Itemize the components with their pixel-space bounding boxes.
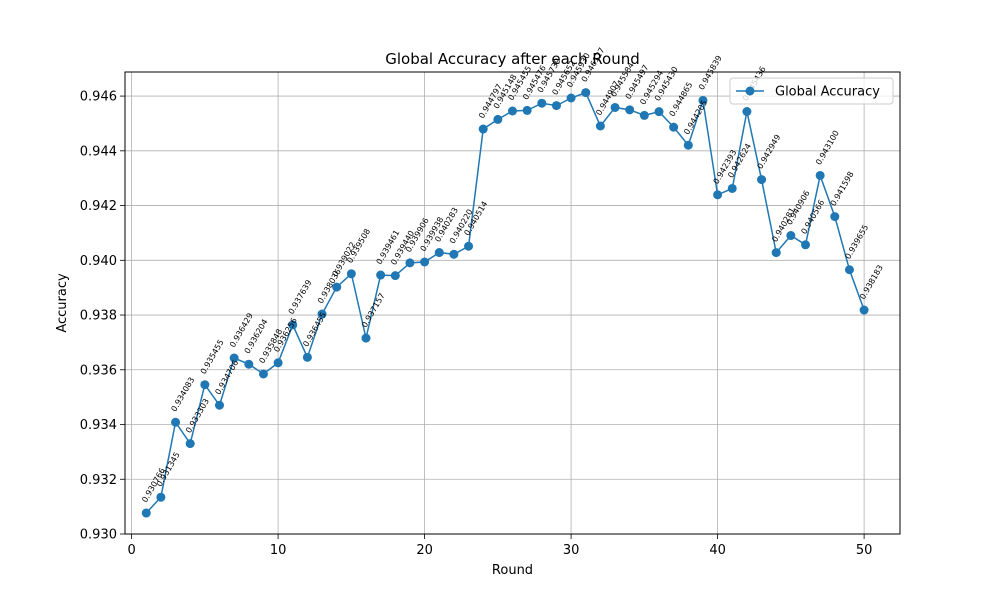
data-point <box>595 121 605 131</box>
data-point <box>200 380 210 390</box>
legend: Global Accuracy <box>729 77 894 105</box>
data-point <box>581 88 591 98</box>
y-tick-label: 0.942 <box>80 199 117 214</box>
y-tick-label: 0.930 <box>80 528 117 543</box>
data-point <box>771 248 781 258</box>
axis-ticks: 0 10 20 30 40 50 0.930 0.932 0.934 0.936 0.938 0.94… <box>80 90 873 558</box>
data-point <box>566 93 576 103</box>
y-tick-label: 0.934 <box>80 418 117 433</box>
x-tick-label: 50 <box>856 543 873 558</box>
y-tick-label: 0.940 <box>80 254 117 269</box>
data-point <box>258 369 268 379</box>
data-point <box>141 508 151 518</box>
data-point <box>801 240 811 250</box>
data-point <box>171 417 181 427</box>
y-tick-label: 0.944 <box>80 144 117 159</box>
data-point <box>742 107 752 117</box>
data-point <box>654 107 664 117</box>
data-point <box>610 102 620 112</box>
data-point <box>830 212 840 222</box>
data-point <box>317 309 327 319</box>
data-point <box>844 265 854 275</box>
data-point <box>346 269 356 279</box>
data-point <box>390 271 400 281</box>
data-point <box>478 124 488 134</box>
data-point <box>464 241 474 251</box>
data-point <box>449 249 459 259</box>
x-tick-label: 10 <box>270 543 287 558</box>
data-point <box>420 257 430 267</box>
data-point <box>786 231 796 241</box>
y-axis-label: Accuracy <box>55 273 70 333</box>
data-point <box>522 105 532 115</box>
plot-frame <box>124 71 901 535</box>
data-point <box>288 320 298 330</box>
x-tick-label: 30 <box>563 543 580 558</box>
data-point <box>551 101 561 111</box>
data-point <box>713 190 723 200</box>
data-point <box>537 98 547 108</box>
x-tick-label: 0 <box>127 543 135 558</box>
data-point <box>273 358 283 368</box>
legend-entry-label: Global Accuracy <box>775 85 880 100</box>
y-tick-label: 0.936 <box>80 363 117 378</box>
data-point <box>508 106 517 116</box>
data-points <box>141 88 869 518</box>
data-point <box>683 140 693 150</box>
data-point <box>376 270 386 280</box>
data-point <box>625 105 635 115</box>
chart-title: Global Accuracy after each Round <box>385 50 640 68</box>
data-point <box>727 183 737 193</box>
data-point <box>361 333 371 343</box>
legend-box <box>729 77 894 105</box>
y-tick-label: 0.938 <box>80 309 117 324</box>
data-point <box>698 95 708 105</box>
data-point <box>639 110 649 120</box>
data-point <box>757 175 767 185</box>
x-tick-label: 20 <box>416 543 433 558</box>
data-point <box>156 492 166 502</box>
data-point <box>493 114 503 124</box>
grid-lines <box>125 72 900 535</box>
data-point <box>214 400 224 410</box>
data-point <box>434 248 444 258</box>
data-point <box>815 170 825 180</box>
data-point <box>332 282 342 292</box>
y-tick-label: 0.946 <box>80 90 117 105</box>
data-point <box>669 122 679 132</box>
y-tick-label: 0.932 <box>80 473 117 488</box>
data-point <box>229 353 239 363</box>
x-tick-label: 40 <box>709 543 726 558</box>
data-point <box>405 258 415 268</box>
x-axis-label: Round <box>492 563 533 578</box>
data-point <box>244 359 254 369</box>
data-point <box>859 305 869 315</box>
data-point <box>302 352 312 362</box>
legend-marker-swatch <box>745 86 755 96</box>
data-point <box>185 439 195 449</box>
